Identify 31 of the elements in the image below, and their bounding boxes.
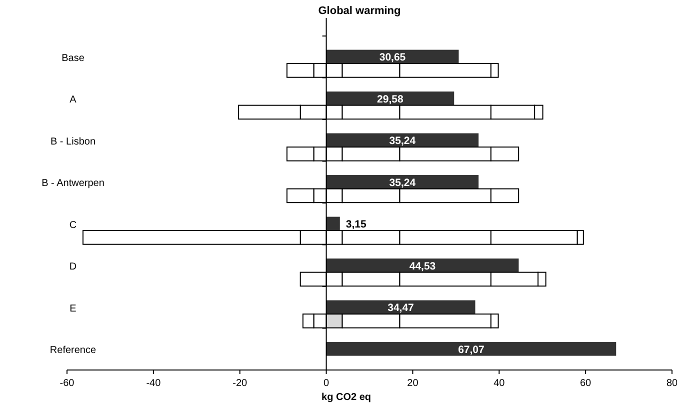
- x-tick-label: 40: [494, 378, 506, 389]
- y-tick-label: A: [70, 94, 77, 106]
- x-tick-label: -60: [60, 378, 75, 389]
- bar: [326, 216, 340, 231]
- data-label: 35,24: [389, 135, 416, 148]
- data-label: 3,15: [346, 218, 366, 231]
- y-tick-label: B - Antwerpen: [42, 178, 104, 190]
- bar: [326, 175, 479, 189]
- bar: [326, 258, 519, 272]
- data-label: 34,47: [388, 302, 414, 314]
- x-tick-label: 20: [407, 378, 419, 389]
- x-tick-label: 80: [666, 378, 677, 389]
- x-tick-label: -20: [232, 378, 248, 389]
- x-axis-title: kg CO2 eq: [322, 392, 372, 403]
- bar: [326, 342, 616, 356]
- data-label: 44,53: [409, 260, 436, 272]
- data-label: 35,24: [389, 176, 416, 189]
- x-tick-label: 60: [580, 378, 592, 389]
- bar: [326, 92, 454, 106]
- data-label: 29,58: [377, 93, 404, 106]
- y-tick-label: B - Lisbon: [50, 136, 96, 148]
- data-label: 67,07: [458, 344, 484, 356]
- data-label: 30,65: [379, 52, 406, 64]
- x-tick-label: -40: [146, 378, 162, 389]
- y-tick-label: Reference: [50, 345, 97, 356]
- y-tick-label: C: [69, 220, 77, 231]
- x-tick-label: 0: [324, 378, 330, 389]
- y-tick-label: Base: [62, 52, 85, 64]
- chart-title: Global warming: [318, 5, 401, 17]
- y-tick-label: D: [69, 262, 77, 273]
- y-tick-label: E: [70, 303, 77, 314]
